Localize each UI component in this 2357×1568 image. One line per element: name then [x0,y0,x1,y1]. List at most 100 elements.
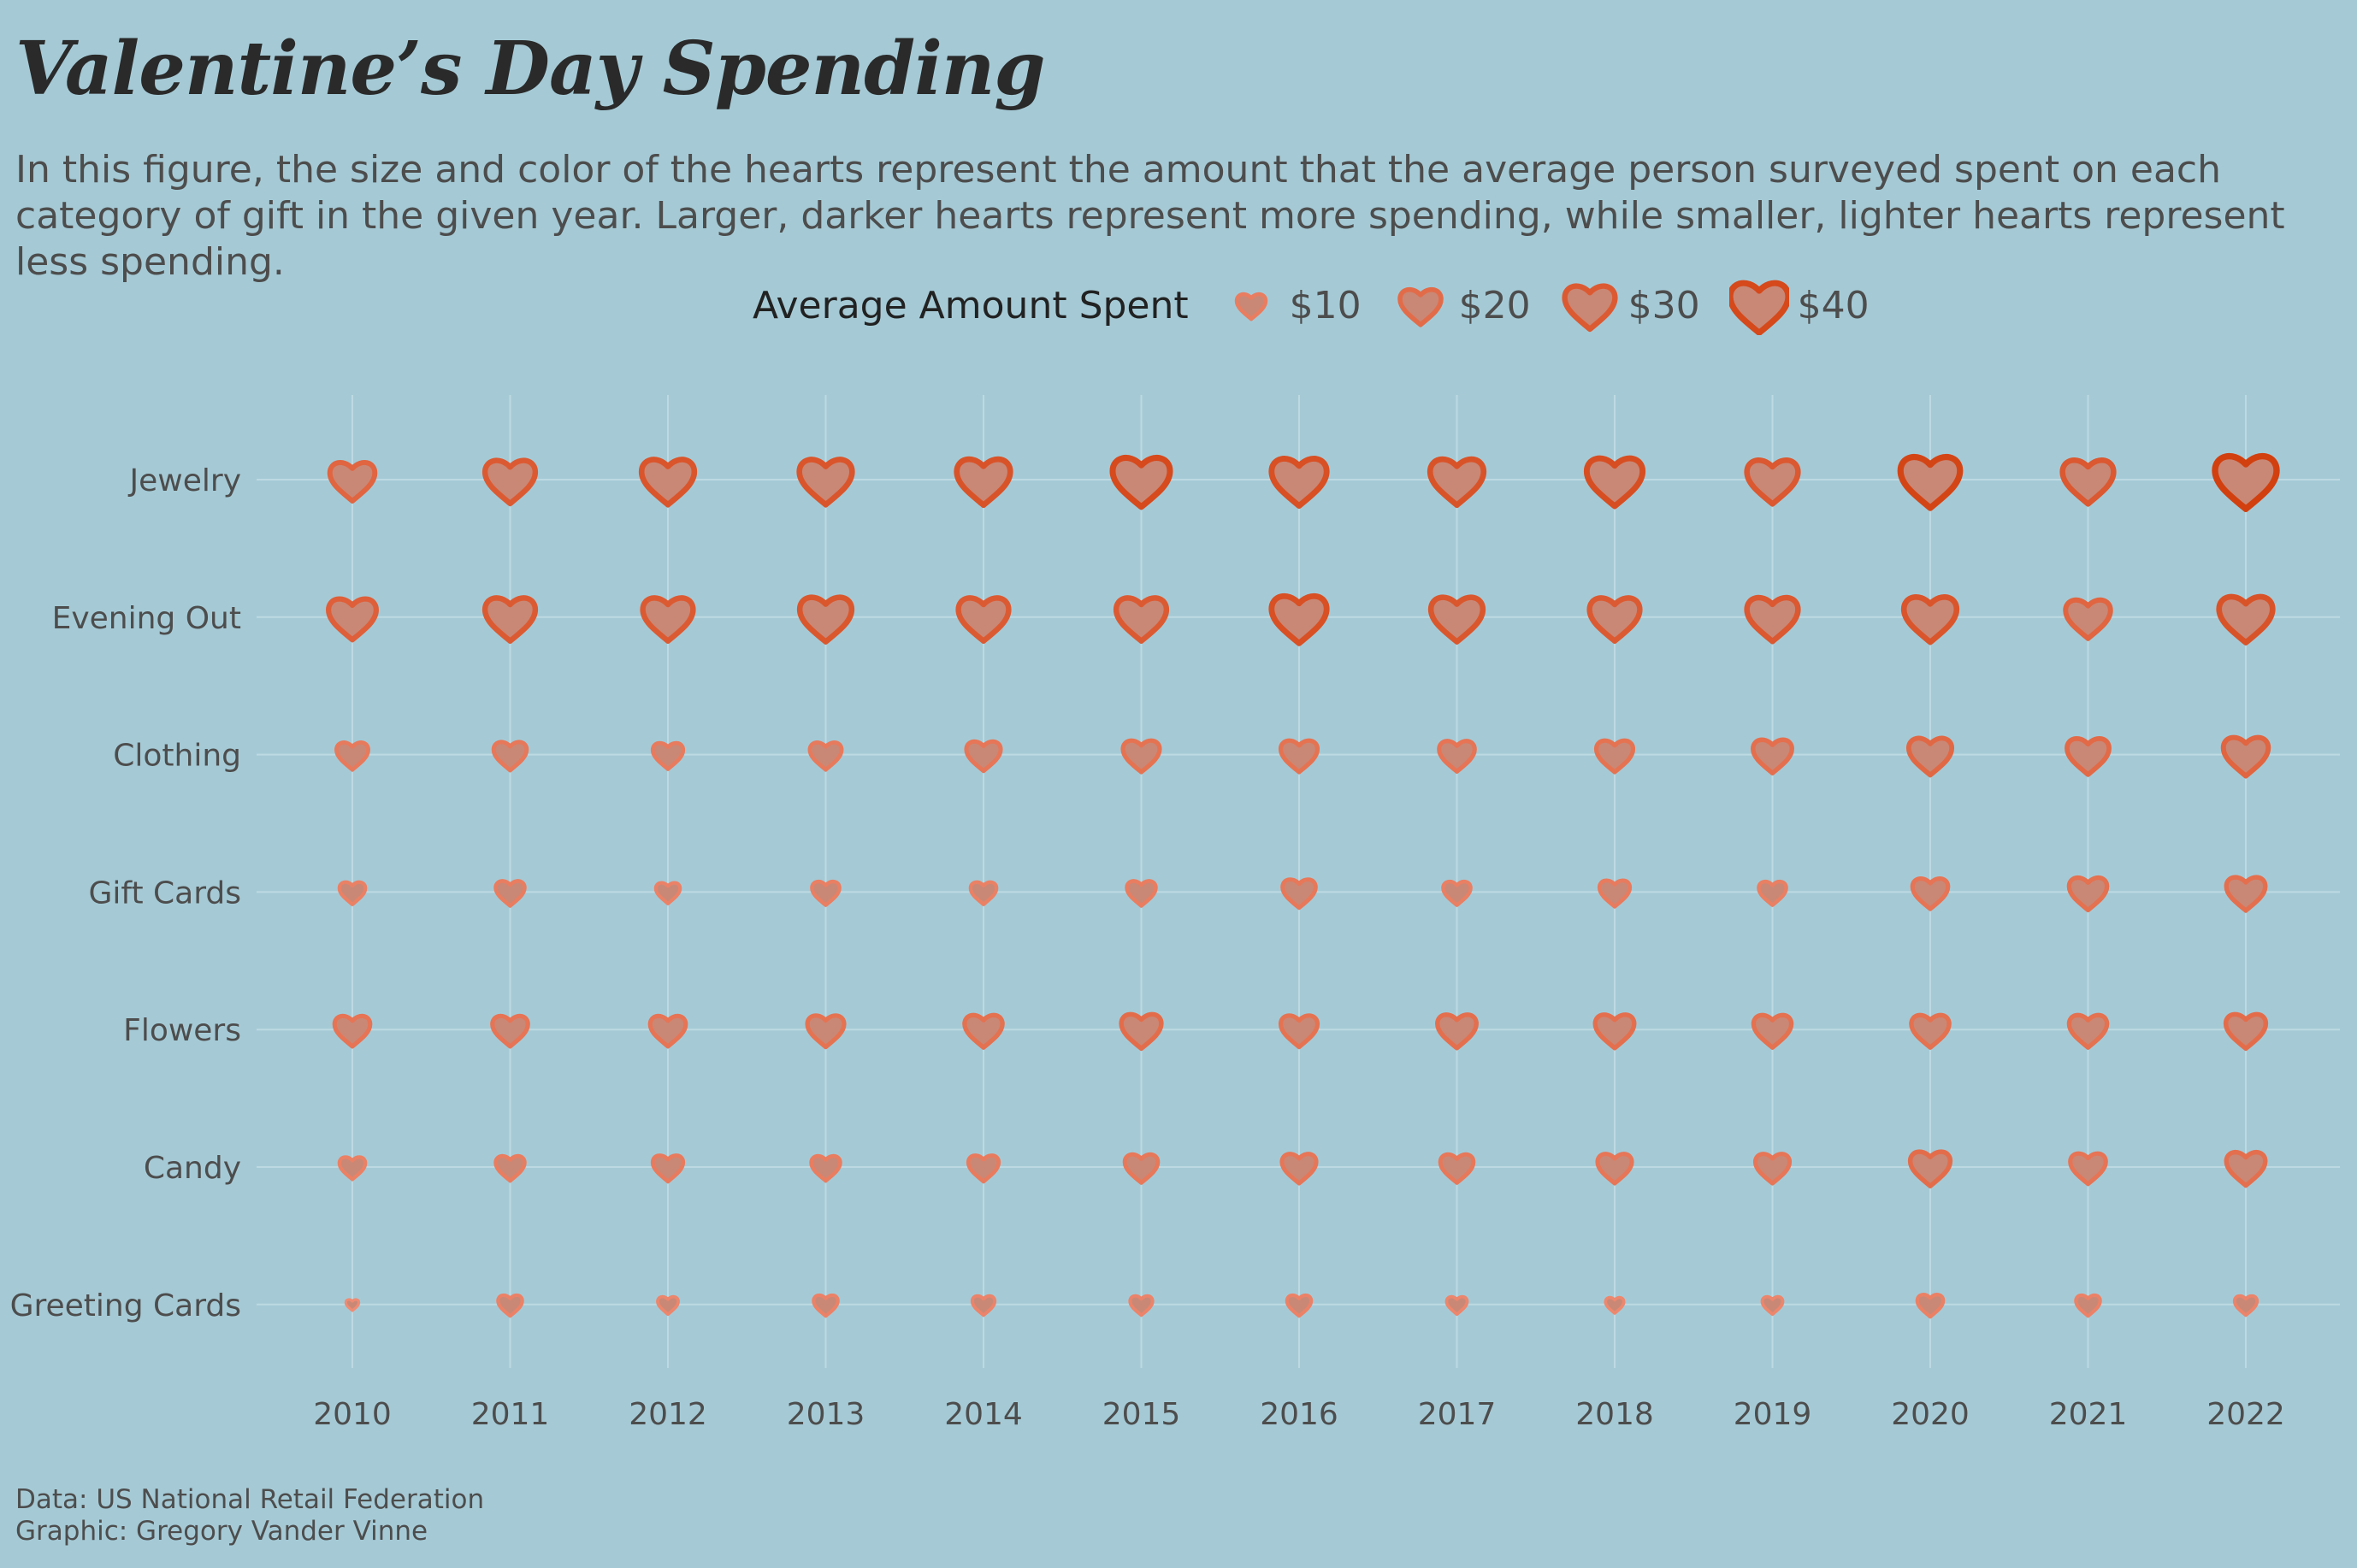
heart-mark [337,1155,368,1182]
heart-mark [955,595,1012,644]
heart-mark [1122,1152,1161,1185]
heart-mark [1278,1013,1320,1050]
x-tick-label: 2015 [1102,1397,1181,1432]
heart-mark [1900,594,1960,645]
heart-mark [1113,595,1170,644]
heart-mark [966,1153,1001,1184]
heart-mark [2220,734,2271,779]
heart-mark [1435,1012,1479,1051]
heart-mark [2063,597,2113,641]
x-tick-label: 2012 [629,1397,707,1432]
heart-mark [954,456,1013,509]
heart-mark [1438,1152,1476,1185]
chart-subtitle: In this figure, the size and color of th… [15,148,2285,284]
heart-mark [1915,1293,1946,1319]
heart-mark [962,1012,1005,1050]
x-tick-label: 2011 [471,1397,550,1432]
heart-mark [1909,1012,1952,1050]
heart-mark [1897,453,1964,511]
x-tick-label: 2016 [1260,1397,1338,1432]
legend-item-20: $20 [1391,275,1531,335]
heart-mark [1910,876,1951,911]
heart-mark [1905,735,1955,778]
x-tick-label: 2018 [1575,1397,1654,1432]
legend-heart-icon [1234,292,1267,321]
x-tick-label: 2010 [313,1397,392,1432]
heart-mark [1592,1012,1637,1051]
caption-graphic-credit: Graphic: Gregory Vander Vinne [15,1516,428,1547]
heart-mark [1120,738,1162,775]
heart-mark [2216,593,2276,645]
heart-mark [1744,594,1801,645]
legend-heart-mark [1728,280,1789,335]
legend-label: $40 [1797,283,1870,327]
legend-title: Average Amount Spent [753,283,1189,327]
heart-mark [326,596,379,643]
heart-mark [2066,875,2110,913]
heart-mark [1752,1152,1793,1186]
heart-mark [796,457,855,508]
y-tick-label: Jewelry [128,463,241,498]
heart-mark [327,460,378,504]
y-tick-label: Gift Cards [89,875,241,911]
heart-mark [1279,1152,1319,1186]
heart-mark [1109,454,1173,510]
legend-heart-mark [1234,292,1267,321]
y-tick-label: Clothing [113,739,241,774]
heart-mark [1427,594,1486,645]
caption: Data: US National Retail Federation Grap… [15,1484,484,1547]
heart-mark [656,1294,680,1317]
chart-title: Valentine’s Day Spending [15,26,1046,112]
heart-mark [647,1013,688,1049]
heart-mark [1280,877,1318,911]
heart-mark [1583,455,1646,510]
heart-mark [1285,1293,1314,1318]
y-axis-tick-labels: Jewelry Evening Out Clothing Gift Cards Flow… [10,463,241,1323]
heart-mark [1744,457,1801,507]
heart-mark [1760,1294,1785,1317]
heart-mark [1751,737,1794,775]
heart-mark [796,594,855,645]
heart-mark [1268,456,1330,510]
y-tick-label: Greeting Cards [10,1288,241,1323]
heart-mark [1437,739,1477,774]
heart-mark [481,457,539,507]
legend-heart-mark [1397,286,1444,327]
heart-mark [1119,1011,1164,1052]
x-tick-label: 2022 [2206,1397,2285,1432]
legend-item-40: $40 [1728,275,1870,335]
heart-mark [1268,592,1330,646]
legend-heart-icon [1562,283,1618,333]
heart-mark [332,1013,373,1049]
heart-mark [809,1153,842,1183]
heart-marks [326,452,2280,1319]
legend: Average Amount Spent $10 $20 $30 $40 [753,275,1899,335]
heart-mark [481,595,539,644]
heart-mark [807,740,844,772]
heart-mark [1604,1295,1626,1315]
heart-mark [1444,1294,1469,1317]
heart-mark [334,740,370,772]
heart-mark [1278,738,1320,775]
y-tick-label: Candy [144,1151,241,1186]
x-tick-label: 2020 [1891,1397,1970,1432]
y-tick-label: Flowers [123,1013,241,1048]
heart-mark [493,1153,527,1183]
heart-mark [2223,1011,2269,1052]
heart-mark [490,1013,530,1049]
heart-mark [1427,456,1487,509]
heart-mark [964,739,1003,774]
legend-item-30: $30 [1560,275,1700,335]
heart-mark [1441,879,1473,907]
heart-mark [1593,738,1636,775]
x-tick-label: 2014 [944,1397,1023,1432]
heart-mark [2066,1012,2110,1050]
heart-mark [968,880,999,906]
heart-mark [337,880,368,906]
caption-data-source: Data: US National Retail Federation [15,1484,485,1515]
heart-mark [653,881,682,905]
legend-heart-mark [1562,283,1618,333]
legend-label: $20 [1458,283,1531,327]
